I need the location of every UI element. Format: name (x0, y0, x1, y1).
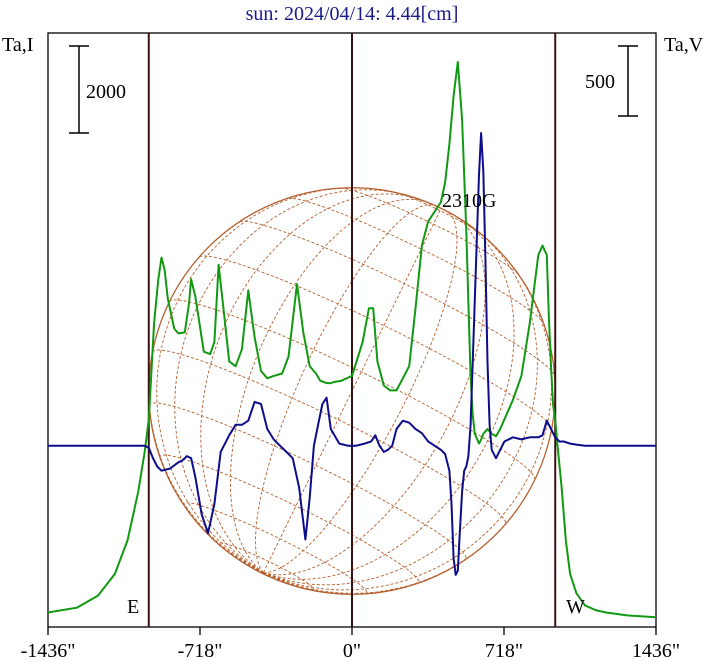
longitude-line (255, 204, 434, 573)
latitude-line (148, 402, 467, 560)
x-tick-label: 1436" (632, 640, 680, 662)
longitude-line (263, 215, 486, 576)
longitude-line (263, 218, 515, 580)
series-line-I (47, 61, 657, 619)
west-label: W (566, 596, 585, 618)
longitude-line (229, 198, 427, 574)
longitude-line (262, 208, 442, 573)
right-axis-label: Ta,V (664, 34, 704, 56)
right-scale-bar (618, 45, 638, 117)
right-scale-bar-label: 500 (585, 71, 615, 93)
longitude-line (263, 257, 553, 591)
longitude-line (263, 227, 538, 586)
x-tick-label: 718" (485, 640, 523, 662)
annotation-2310g: 2310G (442, 190, 496, 212)
series-group (47, 61, 657, 619)
latitude-line (159, 454, 420, 584)
chart-title: sun: 2024/04/14: 4.44[cm] (246, 3, 459, 25)
x-tick-label: -718" (178, 640, 223, 662)
x-tick-label: -1436" (21, 640, 76, 662)
longitude-line (263, 211, 458, 574)
x-tick-label: 0" (343, 640, 361, 662)
left-scale-bar-label: 2000 (86, 81, 126, 103)
series-line-V (48, 132, 656, 576)
latitude-line (198, 255, 553, 430)
longitude-line (200, 193, 421, 574)
limb-lines (147, 33, 557, 627)
longitude-line (174, 189, 407, 574)
longitude-line (156, 187, 363, 574)
left-scale-bar (69, 45, 89, 134)
x-axis-ticks: -1436" -718" 0" 718" 1436" (21, 627, 680, 662)
latitude-line (168, 299, 536, 481)
latitude-line (288, 197, 544, 323)
east-label: E (127, 596, 139, 618)
left-axis-label: Ta,I (2, 34, 33, 56)
